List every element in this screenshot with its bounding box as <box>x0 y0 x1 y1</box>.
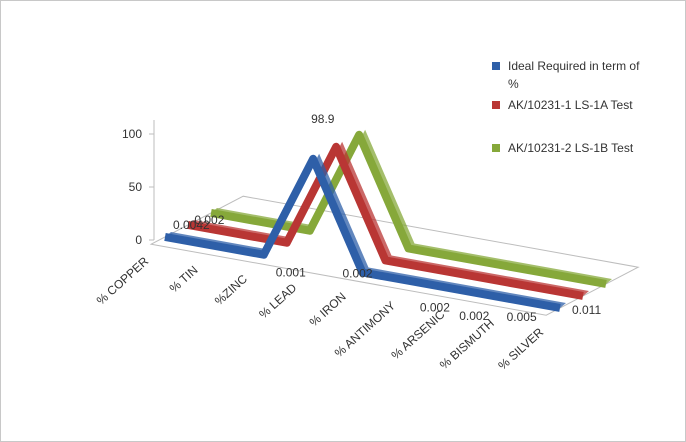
series-line-ak-10231-1-ls-1a-test <box>187 142 584 300</box>
data-label: 98.9 <box>311 112 335 126</box>
legend-swatch <box>492 144 500 152</box>
data-label: 0.002 <box>420 300 450 314</box>
legend-label: AK/10231-2 LS-1B Test <box>508 141 634 155</box>
data-label: 0.001 <box>276 266 306 280</box>
series-ribbons <box>164 129 612 312</box>
legend: Ideal Required in term of % AK/10231-1 LS-… <box>492 59 640 155</box>
legend-swatch <box>492 62 500 70</box>
series-line-ideal-required-in-term-of <box>164 154 561 312</box>
y-tick-label: 50 <box>129 180 143 194</box>
data-label: 0.0042 <box>173 218 210 232</box>
category-label: % BISMUTH <box>437 316 497 372</box>
legend-label: AK/10231-1 LS-1A Test <box>508 98 633 112</box>
data-label: 0.002 <box>459 309 489 323</box>
category-label: % TIN <box>167 263 201 296</box>
category-label: % IRON <box>307 290 349 330</box>
y-tick-label: 100 <box>122 127 142 141</box>
legend-label: Ideal Required in term of% <box>508 59 640 91</box>
category-label: % COPPER <box>94 254 152 308</box>
data-label: 0.002 <box>343 266 373 280</box>
legend-swatch <box>492 101 500 109</box>
data-label: 0.005 <box>507 310 537 324</box>
category-label: % SILVER <box>495 325 546 373</box>
category-label: % LEAD <box>256 280 299 321</box>
data-label: 0.002 <box>194 213 224 227</box>
y-tick-label: 0 <box>135 233 142 247</box>
category-label: %ZINC <box>212 272 250 309</box>
category-label: % ARSENIC <box>389 307 448 362</box>
y-axis: 0 50 100 <box>122 127 154 247</box>
data-label: 0.011 <box>572 303 601 317</box>
category-label: % ANTIMONY <box>332 298 398 360</box>
